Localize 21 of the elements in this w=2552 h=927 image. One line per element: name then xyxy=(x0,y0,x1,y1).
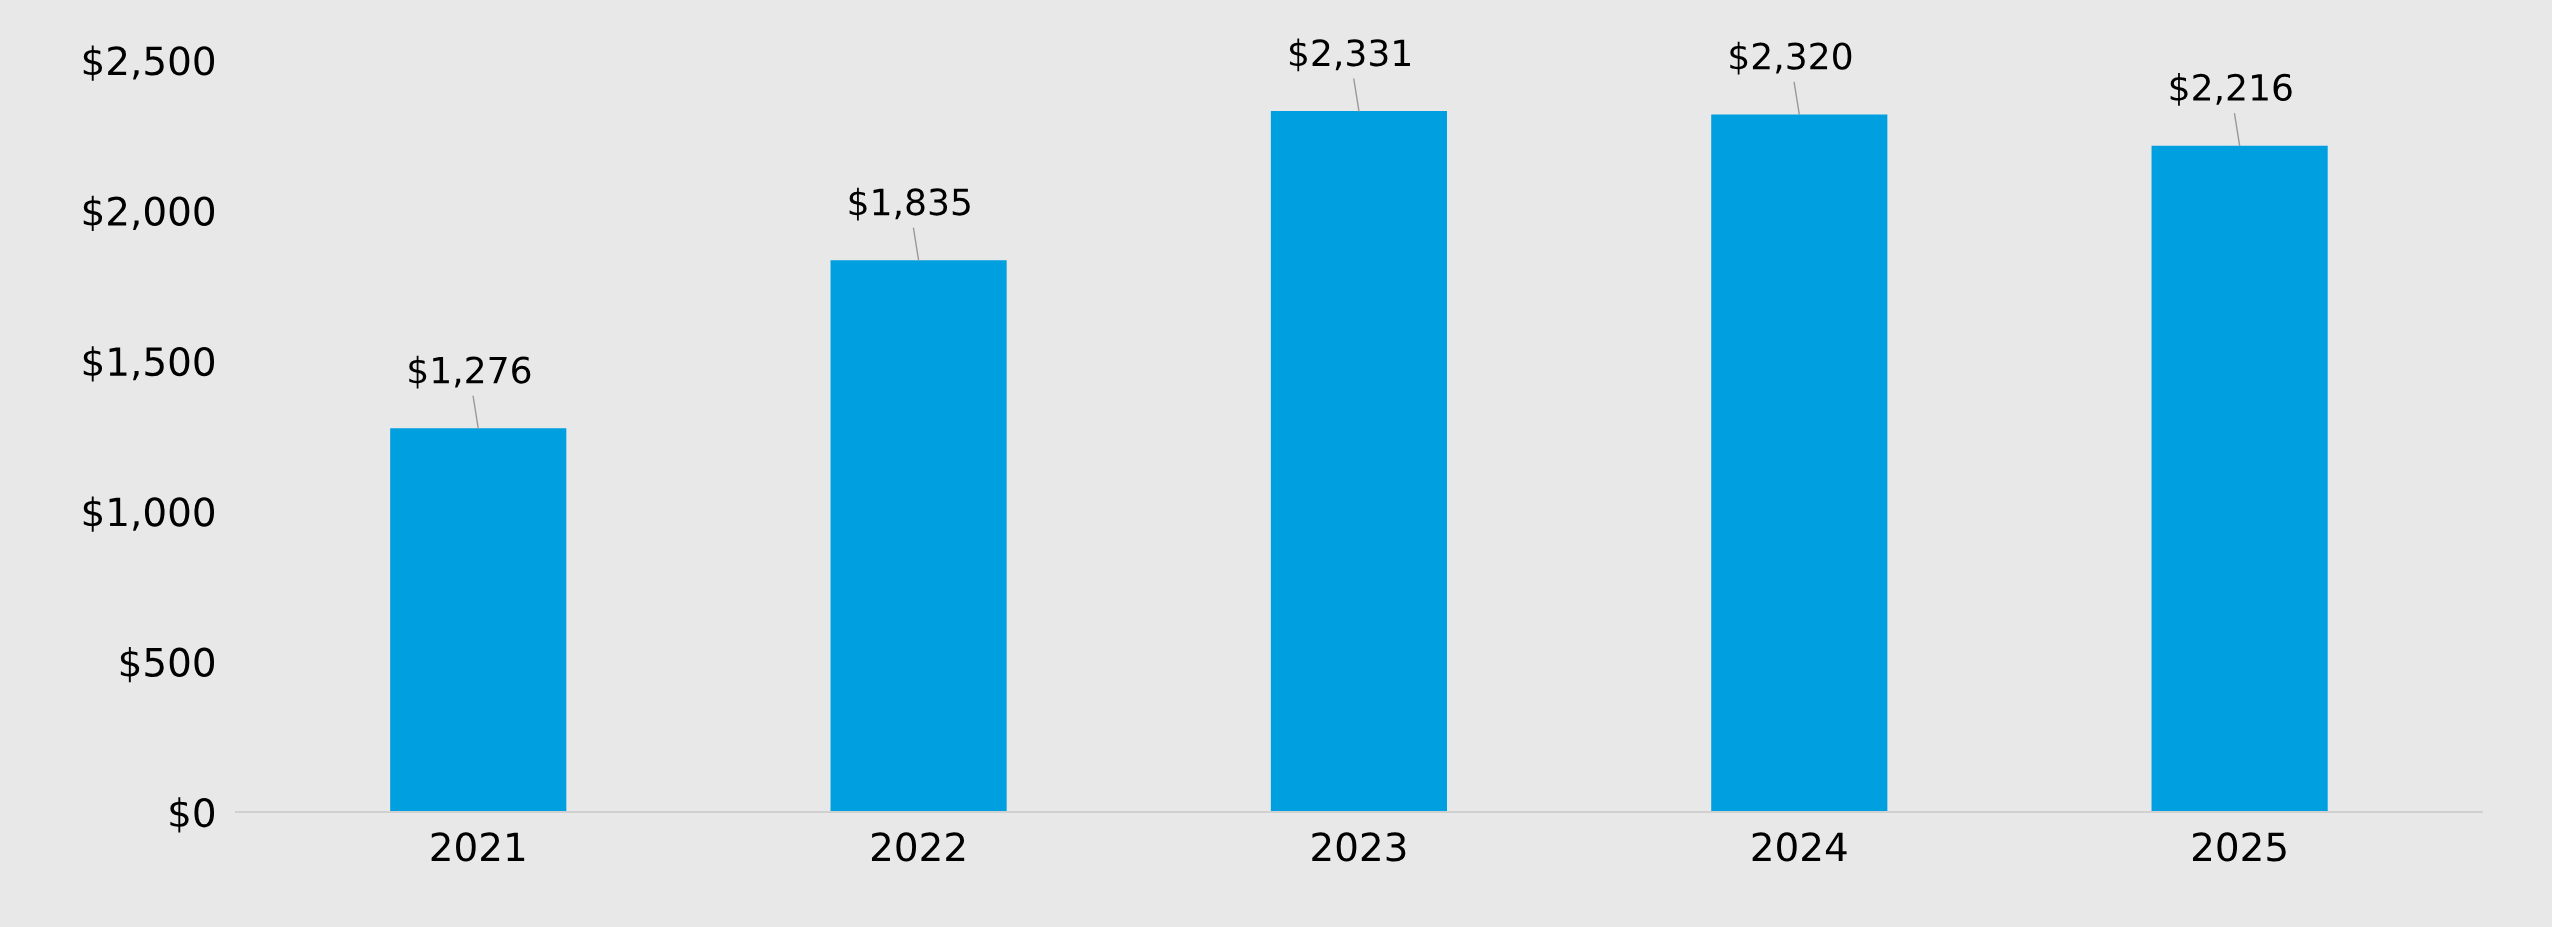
bar xyxy=(1270,111,1448,813)
bar xyxy=(2151,145,2328,813)
x-tick-label: 2025 xyxy=(2192,832,2286,862)
data-label: $2,331 xyxy=(1289,38,1410,72)
y-tick-label: $2,500 xyxy=(83,45,215,81)
data-label: $2,216 xyxy=(2170,73,2292,106)
data-label: $1,835 xyxy=(849,187,970,221)
x-tick-label: 2024 xyxy=(1752,832,1847,862)
data-label: $2,320 xyxy=(1730,41,1852,75)
x-tick-label: 2022 xyxy=(871,832,965,862)
bar xyxy=(390,428,567,813)
bar xyxy=(1711,114,1888,813)
data-label: $1,276 xyxy=(409,355,531,389)
y-tick-label: $1,500 xyxy=(83,346,215,382)
y-tick-label: $2,000 xyxy=(83,195,215,232)
y-tick-label: $1,000 xyxy=(83,496,215,532)
x-tick-label: 2021 xyxy=(431,832,525,862)
y-tick-label: $500 xyxy=(120,646,215,683)
bar xyxy=(830,260,1007,813)
x-tick-label: 2023 xyxy=(1312,832,1406,862)
y-tick-label: $0 xyxy=(170,797,215,833)
